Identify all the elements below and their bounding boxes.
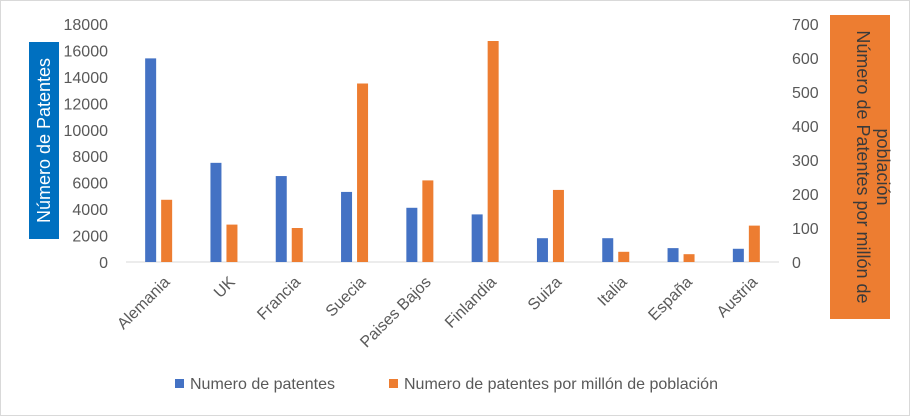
left-tick-label: 2000	[72, 229, 108, 246]
bar-patentes	[275, 176, 287, 262]
right-axis-title-box	[830, 15, 890, 319]
bar-patentes-por-millon	[161, 199, 173, 262]
left-tick-label: 16000	[64, 43, 109, 60]
left-tick-label: 8000	[72, 149, 108, 166]
left-tick-label: 14000	[64, 70, 109, 87]
bar-patentes-por-millon	[683, 254, 695, 262]
bar-patentes	[732, 248, 744, 262]
right-tick-label: 400	[792, 119, 819, 136]
legend: Numero de patentes Numero de patentes po…	[175, 376, 718, 393]
category-label: Finlandia	[442, 274, 500, 332]
left-tick-label: 18000	[64, 17, 109, 34]
bar-patentes	[210, 162, 222, 262]
bar-patentes	[602, 238, 614, 262]
right-tick-label: 0	[792, 255, 801, 272]
bar-patentes-por-millon	[748, 225, 760, 262]
category-label: Suecia	[323, 274, 370, 321]
legend-label-series-2: Numero de patentes por millón de poblaci…	[404, 376, 718, 393]
bar-patentes	[145, 58, 157, 262]
right-tick-label: 700	[792, 17, 819, 34]
category-label: UK	[211, 274, 239, 302]
category-label: Austria	[714, 274, 761, 321]
legend-swatch-series-2	[389, 379, 398, 388]
bar-patentes-por-millon	[618, 251, 630, 262]
left-tick-label: 0	[99, 255, 108, 272]
right-tick-label: 300	[792, 153, 819, 170]
bar-patentes-por-millon	[226, 224, 238, 262]
bar-patentes	[536, 238, 548, 262]
left-tick-label: 6000	[72, 176, 108, 193]
bar-patentes-por-millon	[552, 189, 564, 262]
legend-label-series-1: Numero de patentes	[190, 376, 335, 393]
bar-patentes-por-millon	[422, 180, 434, 262]
right-tick-label: 100	[792, 221, 819, 238]
bar-patentes	[667, 248, 679, 262]
left-tick-label: 4000	[72, 202, 108, 219]
category-label: Suiza	[525, 274, 565, 314]
bars-group	[145, 41, 760, 262]
right-tick-label: 600	[792, 51, 819, 68]
category-label: Francia	[254, 274, 304, 324]
bar-patentes	[471, 214, 483, 262]
legend-swatch-series-1	[175, 379, 184, 388]
right-tick-label: 200	[792, 187, 819, 204]
left-axis-ticks: 0 2000 4000 6000 8000 10000 12000 14000 16000 180…	[64, 17, 109, 272]
bar-patentes	[341, 191, 353, 262]
right-tick-label: 500	[792, 85, 819, 102]
category-label: España	[645, 274, 695, 324]
bar-patentes-por-millon	[291, 228, 303, 262]
right-axis-ticks: 0 100 200 300 400 500 600 700	[792, 17, 819, 272]
left-axis-title: Número de Patentes	[34, 58, 54, 223]
right-axis-title-line-1: Número de Patentes por millón de	[853, 30, 873, 303]
bar-patentes	[406, 207, 418, 262]
bar-patentes-por-millon	[357, 83, 369, 262]
right-axis-title-line-2: población	[873, 128, 893, 205]
left-tick-label: 12000	[64, 96, 109, 113]
category-label: Alemania	[114, 274, 173, 333]
left-axis-title-box	[29, 42, 59, 239]
bar-patentes-por-millon	[487, 41, 499, 262]
category-label: Italia	[595, 274, 631, 310]
left-tick-label: 10000	[64, 123, 109, 140]
